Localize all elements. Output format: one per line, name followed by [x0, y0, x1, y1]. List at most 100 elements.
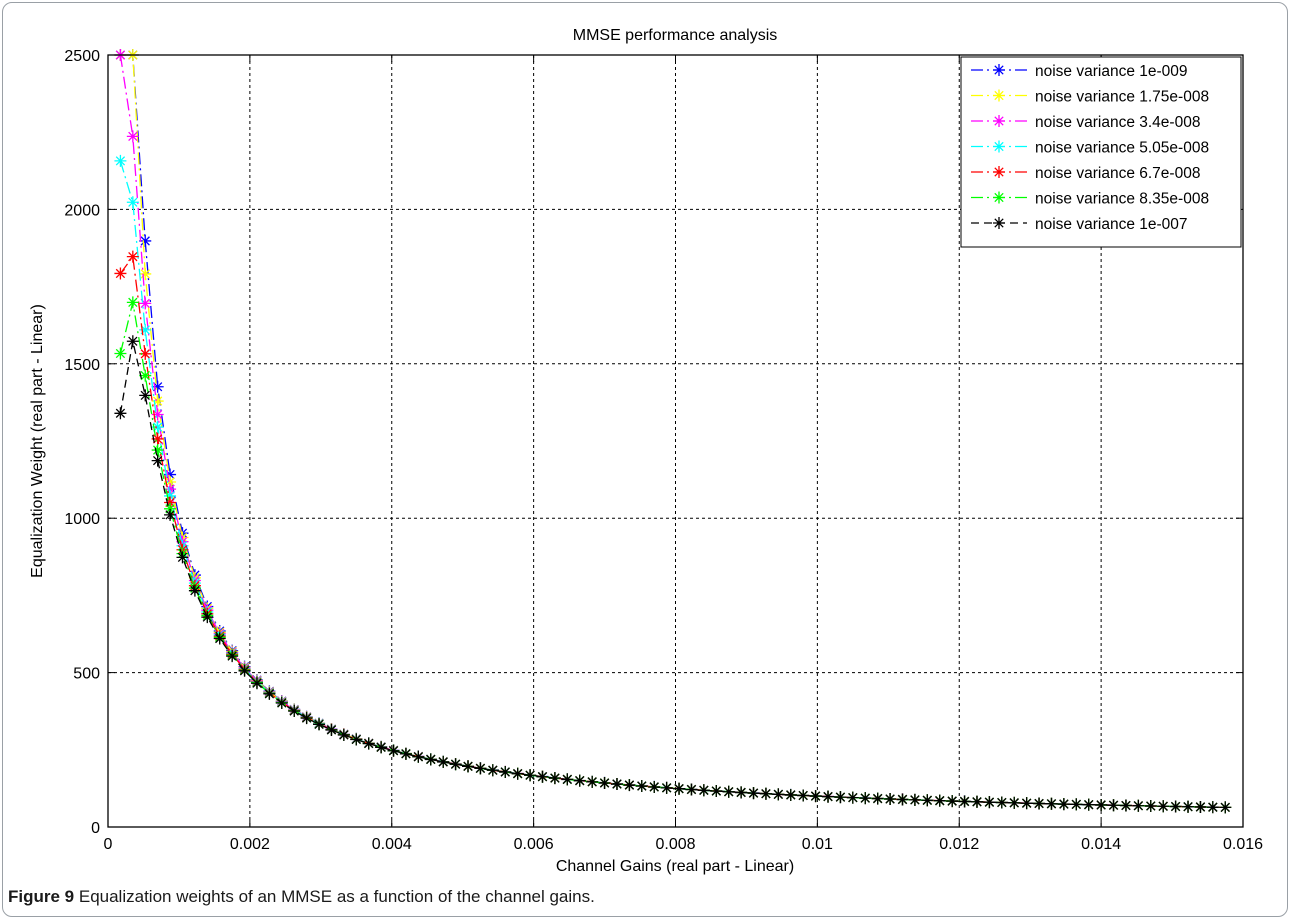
data-point — [213, 632, 226, 645]
legend-label: noise variance 3.4e-008 — [1035, 114, 1200, 131]
data-point — [710, 785, 723, 798]
data-point — [735, 786, 748, 799]
data-point — [598, 776, 611, 789]
data-point — [995, 796, 1008, 809]
data-point — [524, 769, 537, 782]
data-point — [511, 767, 524, 780]
data-point — [164, 496, 177, 509]
data-point — [908, 793, 921, 806]
data-point — [399, 747, 412, 760]
data-point — [1020, 797, 1033, 810]
data-point — [573, 774, 586, 787]
legend-label: noise variance 1e-007 — [1035, 216, 1188, 233]
data-point — [946, 795, 959, 808]
data-point — [474, 762, 487, 775]
data-point — [164, 468, 177, 481]
data-point — [648, 780, 661, 793]
data-point — [1219, 801, 1232, 814]
data-point — [275, 697, 288, 710]
legend-marker — [993, 166, 1005, 178]
data-point — [1182, 800, 1195, 813]
x-tick-label: 0.014 — [1081, 836, 1121, 853]
chart-title: MMSE performance analysis — [573, 27, 778, 44]
data-point — [1107, 799, 1120, 812]
data-point — [1045, 797, 1058, 810]
legend-marker — [993, 140, 1005, 153]
legend-label: noise variance 8.35e-008 — [1035, 191, 1209, 208]
data-point — [151, 395, 164, 408]
data-point — [139, 297, 152, 310]
data-point — [250, 677, 263, 690]
data-point — [114, 267, 127, 280]
data-point — [1070, 798, 1083, 811]
data-point — [970, 795, 983, 808]
data-point — [151, 421, 164, 434]
x-tick-label: 0.012 — [939, 836, 979, 853]
data-point — [536, 770, 549, 783]
data-point — [424, 753, 437, 766]
legend: noise variance 1e-009 noise variance 1.75… — [960, 56, 1242, 248]
x-axis-label: Channel Gains (real part - Linear) — [556, 858, 794, 875]
data-point — [151, 408, 164, 421]
legend-item: noise variance 6.7e-008 — [971, 165, 1200, 182]
y-tick-label: 0 — [91, 820, 100, 837]
legend-marker — [993, 217, 1005, 229]
data-point — [834, 791, 847, 804]
legend-marker — [993, 64, 1005, 76]
legend-marker — [993, 191, 1005, 204]
y-tick-label: 1000 — [64, 511, 100, 528]
caption-text: Equalization weights of an MMSE as a fun… — [78, 887, 595, 906]
data-point — [139, 369, 152, 382]
data-point — [325, 723, 338, 736]
figure-caption: Figure 9 Equalization weights of an MMSE… — [8, 887, 595, 907]
data-point — [772, 788, 785, 801]
data-point — [126, 296, 139, 309]
data-point — [1144, 800, 1157, 813]
data-point — [337, 728, 350, 741]
data-point — [548, 772, 561, 785]
data-point — [958, 795, 971, 808]
data-point — [1095, 798, 1108, 811]
y-tick-label: 2000 — [64, 202, 100, 219]
data-point — [983, 796, 996, 809]
data-point — [300, 712, 313, 725]
legend-item: noise variance 1.75e-008 — [971, 89, 1209, 106]
legend-marker — [993, 89, 1005, 102]
x-tick-label: 0.008 — [655, 836, 695, 853]
data-point — [1119, 799, 1132, 812]
data-point — [164, 475, 177, 488]
data-point — [1206, 801, 1219, 814]
data-point — [561, 773, 574, 786]
data-point — [673, 782, 686, 795]
data-point — [921, 794, 934, 807]
data-point — [884, 793, 897, 806]
data-point — [1157, 800, 1170, 813]
data-point — [362, 737, 375, 750]
data-point — [871, 792, 884, 805]
data-point — [1169, 800, 1182, 813]
data-point — [623, 779, 636, 792]
data-point — [685, 783, 698, 796]
y-tick-label: 2500 — [64, 48, 100, 65]
data-point — [809, 790, 822, 803]
data-point — [350, 733, 363, 746]
data-point — [437, 755, 450, 768]
y-tick-label: 500 — [73, 666, 100, 683]
data-point — [151, 454, 164, 467]
data-point — [238, 664, 251, 677]
data-point — [933, 794, 946, 807]
data-point — [126, 196, 139, 209]
legend-label: noise variance 1e-009 — [1035, 63, 1188, 80]
data-point — [896, 793, 909, 806]
data-point — [164, 502, 177, 515]
data-point — [499, 766, 512, 779]
data-point — [114, 347, 127, 360]
data-point — [151, 432, 164, 445]
x-tick-label: 0.01 — [802, 836, 833, 853]
data-point — [176, 551, 189, 564]
legend-item: noise variance 5.05e-008 — [971, 140, 1209, 157]
x-tick-label: 0.002 — [230, 836, 270, 853]
data-point — [462, 760, 475, 773]
data-point — [822, 790, 835, 803]
